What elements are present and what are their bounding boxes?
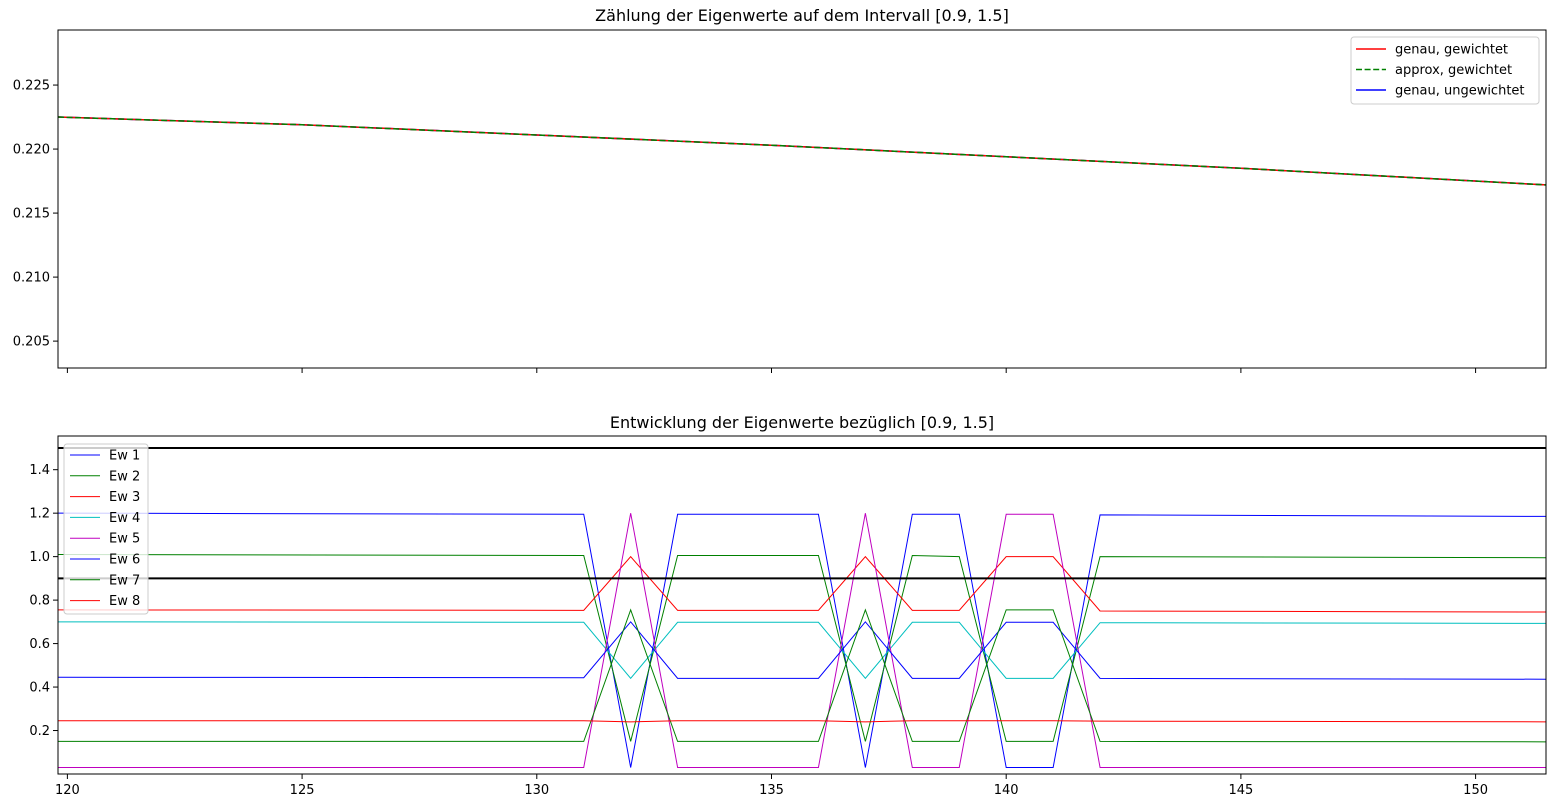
top-chart-plot-area: 0.205 0.210 0.215 0.220 0.225 (13, 79, 1547, 373)
bottom-x-tick-label: 135 (759, 783, 784, 798)
top-y-tick-label: 0.205 (13, 335, 50, 350)
top-chart: Zählung der Eigenwerte auf dem Intervall… (13, 6, 1547, 373)
bottom-legend-label: Ew 2 (109, 469, 140, 484)
top-legend-box (1350, 36, 1540, 105)
bottom-series-line-8 (58, 720, 1547, 723)
bottom-chart-plot-area: 0.2 0.4 0.6 0.8 1.0 1.2 1.4 120 125 130 135 140 145 1… (29, 446, 1547, 798)
bottom-legend-label: Ew 4 (109, 511, 140, 526)
bottom-x-tick-label: 150 (1463, 783, 1488, 798)
bottom-x-tick-label: 120 (55, 783, 80, 798)
bottom-x-tick-label: 125 (290, 783, 315, 798)
top-legend-label: genau, ungewichtet (1395, 84, 1525, 99)
bottom-y-tick-label: 1.0 (29, 550, 50, 565)
bottom-chart-title: Entwicklung der Eigenwerte bezüglich [0.… (610, 413, 994, 432)
bottom-y-tick-label: 0.6 (29, 637, 50, 652)
top-y-tick-label: 0.210 (13, 271, 50, 286)
bottom-series-line-1 (57, 512, 1547, 768)
top-chart-title: Zählung der Eigenwerte auf dem Intervall… (595, 6, 1009, 25)
bottom-chart-frame (57, 435, 1547, 775)
bottom-x-tick-label: 140 (994, 783, 1019, 798)
bottom-legend-label: Ew 3 (109, 490, 140, 505)
top-series-line-3 (57, 116, 1547, 186)
bottom-legend-label: Ew 6 (109, 553, 140, 568)
bottom-x-tick-label: 145 (1228, 783, 1253, 798)
top-legend-label: approx, gewichtet (1395, 63, 1512, 78)
bottom-y-tick-label: 1.4 (29, 463, 50, 478)
top-series-line-1 (57, 116, 1547, 186)
bottom-legend-label: Ew 1 (109, 449, 140, 464)
bottom-y-tick-label: 0.8 (29, 594, 50, 609)
bottom-chart-legend: Ew 1 Ew 2 Ew 3 Ew 4 Ew 5 Ew 6 Ew 7 Ew 8 (63, 443, 149, 615)
top-series-line-2 (57, 116, 1547, 186)
bottom-series-line-4 (57, 621, 1547, 680)
bottom-legend-label: Ew 5 (109, 532, 140, 547)
bottom-chart: Entwicklung der Eigenwerte bezüglich [0.… (29, 413, 1547, 798)
top-y-tick-label: 0.220 (13, 143, 50, 158)
bottom-legend-label: Ew 8 (109, 594, 140, 609)
bottom-series-line-6 (57, 621, 1547, 680)
bottom-legend-label: Ew 7 (109, 573, 140, 588)
bottom-y-tick-label: 1.2 (29, 507, 50, 522)
bottom-x-tick-label: 130 (524, 783, 549, 798)
top-y-tick-label: 0.215 (13, 207, 50, 222)
bottom-y-tick-label: 0.4 (29, 681, 50, 696)
bottom-y-tick-label: 0.2 (29, 724, 50, 739)
top-legend-label: genau, gewichtet (1395, 43, 1508, 58)
top-y-tick-label: 0.225 (13, 79, 50, 94)
top-chart-legend: genau, gewichtet approx, gewichtet genau, … (1350, 36, 1540, 105)
bottom-legend-box (63, 443, 149, 615)
bottom-series-line-2 (57, 553, 1547, 742)
bottom-series-line-5 (58, 513, 1546, 768)
bottom-series-line-7 (58, 608, 1547, 743)
top-chart-frame (57, 29, 1547, 369)
bottom-series-line-3 (57, 555, 1547, 613)
